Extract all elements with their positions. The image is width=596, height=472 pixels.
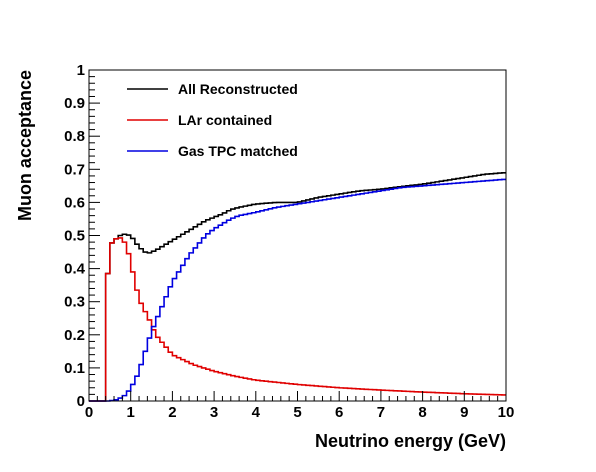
y-tick-label: 0.4 <box>64 261 86 278</box>
x-tick-label: 4 <box>252 404 261 421</box>
x-axis-title: Neutrino energy (GeV) <box>315 431 506 451</box>
histogram-series <box>89 237 506 402</box>
x-tick-label: 7 <box>377 404 385 421</box>
y-tick-label: 0 <box>77 393 85 410</box>
histogram-series <box>89 171 506 402</box>
x-tick-label: 1 <box>127 404 135 421</box>
y-axis-title: Muon acceptance <box>15 70 35 221</box>
legend: All Reconstructed LAr contained Gas TPC ma… <box>127 81 298 159</box>
x-tick-label: 6 <box>335 404 343 421</box>
x-axis-ticks: 0 1 2 3 4 5 6 7 8 9 10 <box>85 391 515 421</box>
x-tick-label: 5 <box>293 404 301 421</box>
histogram-series <box>89 178 506 402</box>
y-axis-ticks: 0 0.1 0.2 0.3 0.4 0.5 0.6 0.7 0.8 0.9 1 <box>64 62 100 410</box>
legend-label: All Reconstructed <box>178 81 298 97</box>
y-tick-label: 0.3 <box>64 294 85 311</box>
y-tick-label: 0.6 <box>64 194 85 211</box>
legend-label: Gas TPC matched <box>178 143 298 159</box>
legend-label: LAr contained <box>178 112 272 128</box>
y-tick-label: 1 <box>77 62 85 79</box>
x-tick-label: 10 <box>498 404 515 421</box>
x-tick-label: 2 <box>168 404 176 421</box>
x-tick-label: 0 <box>85 404 93 421</box>
y-tick-label: 0.5 <box>64 228 85 245</box>
y-tick-label: 0.1 <box>64 360 85 377</box>
x-tick-label: 8 <box>418 404 426 421</box>
y-tick-label: 0.9 <box>64 95 85 112</box>
histogram-lines <box>89 171 506 402</box>
x-tick-label: 9 <box>460 404 468 421</box>
x-tick-label: 3 <box>210 404 218 421</box>
y-tick-label: 0.7 <box>64 161 85 178</box>
y-tick-label: 0.2 <box>64 327 85 344</box>
y-tick-label: 0.8 <box>64 128 85 145</box>
